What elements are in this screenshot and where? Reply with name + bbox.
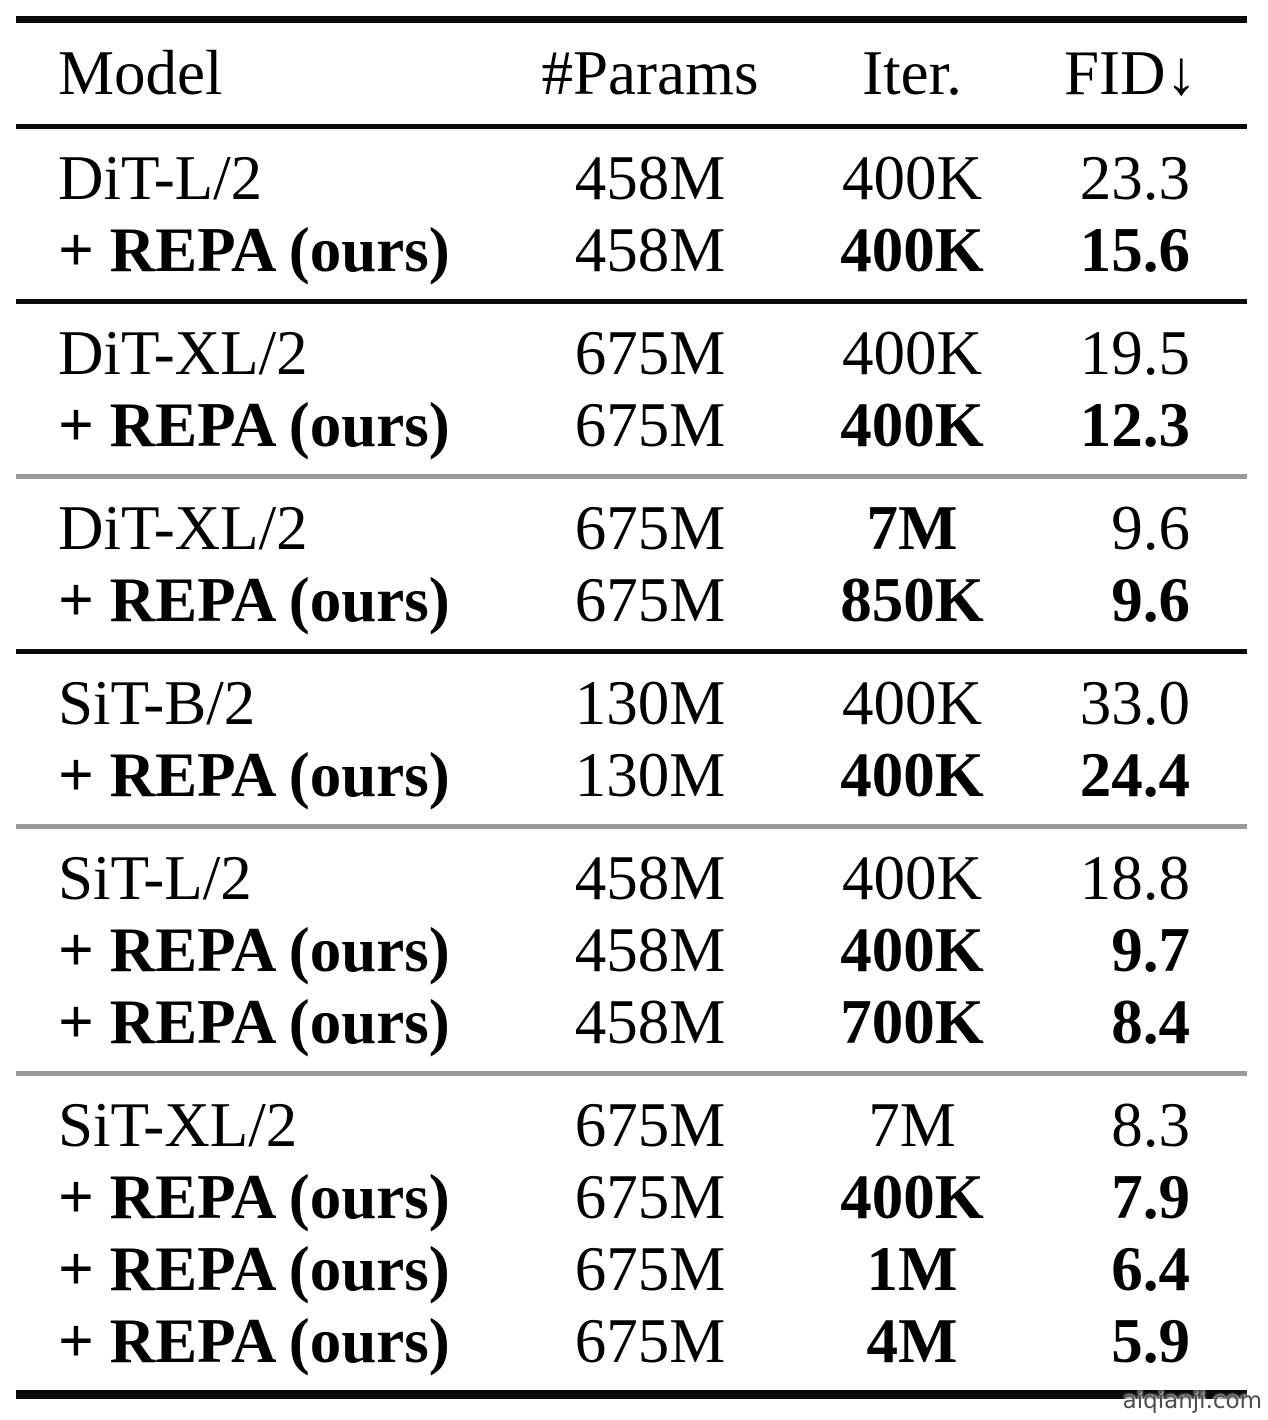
column-header-params: #Params	[541, 38, 759, 108]
table-group: DiT-XL/2 675M 400K 19.5 + REPA (ours) 67…	[16, 304, 1247, 474]
table-row: SiT-L/2 458M 400K 18.8	[16, 842, 1247, 914]
params-cell: 675M	[574, 493, 726, 563]
fid-cell: 23.3	[1079, 143, 1190, 213]
params-cell: 675M	[574, 390, 726, 460]
params-cell: 458M	[574, 215, 726, 285]
model-cell: + REPA (ours)	[58, 1234, 450, 1304]
params-cell: 458M	[574, 987, 726, 1057]
fid-cell: 19.5	[1079, 318, 1190, 388]
iter-cell: 400K	[840, 390, 984, 460]
table-row: SiT-B/2 130M 400K 33.0	[16, 667, 1247, 739]
model-cell: + REPA (ours)	[58, 215, 450, 285]
model-cell: + REPA (ours)	[58, 1162, 450, 1232]
table-row: DiT-L/2 458M 400K 23.3	[16, 142, 1247, 214]
fid-cell: 6.4	[1111, 1234, 1190, 1304]
table-row: + REPA (ours) 675M 400K 12.3	[16, 389, 1247, 461]
model-cell: + REPA (ours)	[58, 915, 450, 985]
fid-cell: 8.4	[1111, 987, 1190, 1057]
table-group: SiT-B/2 130M 400K 33.0 + REPA (ours) 130…	[16, 654, 1247, 824]
iter-cell: 7M	[866, 493, 958, 563]
table-row: + REPA (ours) 675M 4M 5.9	[16, 1305, 1247, 1377]
table-row: + REPA (ours) 458M 700K 8.4	[16, 986, 1247, 1058]
table-row: + REPA (ours) 458M 400K 9.7	[16, 914, 1247, 986]
table-row: + REPA (ours) 675M 1M 6.4	[16, 1233, 1247, 1305]
params-cell: 458M	[574, 843, 726, 913]
params-cell: 675M	[574, 565, 726, 635]
iter-cell: 7M	[868, 1090, 956, 1160]
column-header-model: Model	[58, 38, 223, 108]
table-row: DiT-XL/2 675M 7M 9.6	[16, 492, 1247, 564]
model-cell: SiT-B/2	[58, 668, 256, 738]
group-divider	[16, 299, 1247, 304]
table-top-rule	[16, 16, 1247, 23]
iter-cell: 400K	[840, 1162, 984, 1232]
model-cell: DiT-L/2	[58, 143, 263, 213]
fid-cell: 33.0	[1079, 668, 1190, 738]
table-group: SiT-L/2 458M 400K 18.8 + REPA (ours) 458…	[16, 829, 1247, 1071]
params-cell: 130M	[574, 740, 726, 810]
params-cell: 130M	[574, 668, 726, 738]
iter-cell: 400K	[840, 915, 984, 985]
fid-cell: 24.4	[1079, 740, 1190, 810]
watermark: aiqianji.com	[1122, 1388, 1262, 1414]
table-row: DiT-XL/2 675M 400K 19.5	[16, 317, 1247, 389]
model-cell: + REPA (ours)	[58, 565, 450, 635]
model-cell: SiT-L/2	[58, 843, 252, 913]
model-cell: + REPA (ours)	[58, 987, 450, 1057]
iter-cell: 400K	[842, 843, 982, 913]
table-header-row: Model #Params Iter. FID↓	[16, 23, 1247, 124]
params-cell: 458M	[574, 915, 726, 985]
params-cell: 675M	[574, 1234, 726, 1304]
fid-cell: 15.6	[1079, 215, 1190, 285]
table-row: + REPA (ours) 675M 850K 9.6	[16, 564, 1247, 636]
fid-cell: 18.8	[1079, 843, 1190, 913]
params-cell: 675M	[574, 1090, 726, 1160]
iter-cell: 400K	[842, 318, 982, 388]
params-cell: 675M	[574, 318, 726, 388]
fid-cell: 12.3	[1079, 390, 1190, 460]
iter-cell: 4M	[866, 1306, 958, 1376]
fid-cell: 7.9	[1111, 1162, 1190, 1232]
params-cell: 675M	[574, 1306, 726, 1376]
table-row: SiT-XL/2 675M 7M 8.3	[16, 1089, 1247, 1161]
results-table: Model #Params Iter. FID↓ DiT-L/2 458M 40…	[16, 16, 1247, 1399]
iter-cell: 400K	[842, 668, 982, 738]
table-row: + REPA (ours) 675M 400K 7.9	[16, 1161, 1247, 1233]
iter-cell: 1M	[866, 1234, 958, 1304]
group-divider	[16, 1071, 1247, 1076]
group-divider	[16, 474, 1247, 479]
column-header-iter: Iter.	[862, 38, 962, 108]
iter-cell: 400K	[840, 740, 984, 810]
iter-cell: 700K	[840, 987, 984, 1057]
fid-cell: 8.3	[1111, 1090, 1190, 1160]
group-divider	[16, 824, 1247, 829]
model-cell: + REPA (ours)	[58, 390, 450, 460]
column-header-fid: FID↓	[1064, 38, 1198, 108]
table-bottom-rule	[16, 1390, 1247, 1399]
group-divider	[16, 649, 1247, 654]
model-cell: DiT-XL/2	[58, 493, 308, 563]
table-group: SiT-XL/2 675M 7M 8.3 + REPA (ours) 675M …	[16, 1076, 1247, 1390]
params-cell: 675M	[574, 1162, 726, 1232]
table-row: + REPA (ours) 458M 400K 15.6	[16, 214, 1247, 286]
fid-cell: 9.7	[1111, 915, 1190, 985]
model-cell: + REPA (ours)	[58, 740, 450, 810]
params-cell: 458M	[574, 143, 726, 213]
table-group: DiT-XL/2 675M 7M 9.6 + REPA (ours) 675M …	[16, 479, 1247, 649]
model-cell: DiT-XL/2	[58, 318, 308, 388]
model-cell: + REPA (ours)	[58, 1306, 450, 1376]
model-cell: SiT-XL/2	[58, 1090, 298, 1160]
iter-cell: 400K	[840, 215, 984, 285]
iter-cell: 400K	[842, 143, 982, 213]
fid-cell: 9.6	[1111, 565, 1190, 635]
fid-cell: 5.9	[1111, 1306, 1190, 1376]
iter-cell: 850K	[840, 565, 984, 635]
header-rule	[16, 124, 1247, 129]
table-group: DiT-L/2 458M 400K 23.3 + REPA (ours) 458…	[16, 129, 1247, 299]
fid-cell: 9.6	[1111, 493, 1190, 563]
table-row: + REPA (ours) 130M 400K 24.4	[16, 739, 1247, 811]
